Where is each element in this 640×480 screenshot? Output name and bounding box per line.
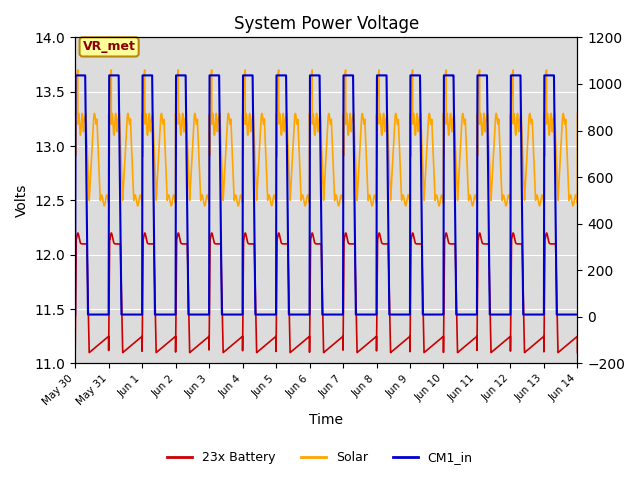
- Solar: [541, 92, 548, 98]
- Text: VR_met: VR_met: [83, 40, 136, 53]
- 23x Battery: [196, 341, 204, 347]
- 23x Battery: [541, 240, 548, 246]
- Solar: [431, 191, 438, 197]
- Solar: [309, 113, 317, 119]
- Line: 23x Battery: 23x Battery: [75, 233, 577, 353]
- CM1_in: [71, 312, 79, 317]
- 23x Battery: [309, 231, 317, 237]
- CM1_in: [431, 312, 438, 317]
- Solar: [375, 68, 383, 73]
- CM1_in: [375, 72, 383, 78]
- CM1_in: [196, 312, 204, 317]
- Line: CM1_in: CM1_in: [75, 75, 577, 314]
- Solar: [394, 121, 401, 127]
- Legend: 23x Battery, Solar, CM1_in: 23x Battery, Solar, CM1_in: [163, 446, 477, 469]
- X-axis label: Time: Time: [309, 413, 343, 427]
- CM1_in: [309, 72, 317, 78]
- Solar: [100, 203, 108, 209]
- CM1_in: [573, 312, 581, 317]
- Solar: [71, 110, 79, 116]
- Solar: [375, 67, 383, 73]
- Solar: [196, 189, 204, 194]
- 23x Battery: [431, 341, 438, 347]
- 23x Battery: [241, 230, 249, 236]
- 23x Battery: [375, 230, 383, 236]
- Title: System Power Voltage: System Power Voltage: [234, 15, 419, 33]
- 23x Battery: [394, 344, 401, 349]
- CM1_in: [72, 72, 79, 78]
- CM1_in: [394, 312, 401, 317]
- Y-axis label: Volts: Volts: [15, 184, 29, 217]
- 23x Battery: [71, 350, 79, 356]
- CM1_in: [541, 72, 548, 78]
- Line: Solar: Solar: [75, 70, 577, 206]
- 23x Battery: [573, 350, 581, 356]
- Solar: [573, 110, 581, 116]
